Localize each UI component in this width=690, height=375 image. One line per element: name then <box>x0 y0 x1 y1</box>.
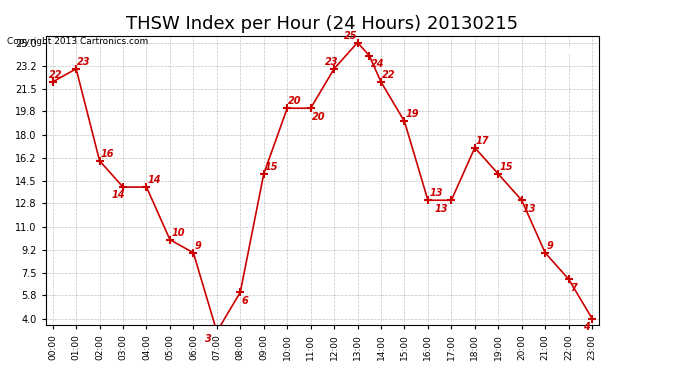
Text: 4: 4 <box>582 322 589 332</box>
Text: 13: 13 <box>429 188 442 198</box>
Text: Copyright 2013 Cartronics.com: Copyright 2013 Cartronics.com <box>7 38 148 46</box>
Text: 10: 10 <box>171 228 185 238</box>
Text: 16: 16 <box>101 149 115 159</box>
Text: 22: 22 <box>49 70 63 80</box>
Text: 20: 20 <box>312 112 325 122</box>
Text: 14: 14 <box>148 175 161 185</box>
Text: 19: 19 <box>406 110 419 119</box>
Text: 24: 24 <box>371 60 384 69</box>
Text: 9: 9 <box>546 241 553 251</box>
Text: 15: 15 <box>500 162 513 172</box>
Text: 3: 3 <box>205 334 212 344</box>
Text: THSW  (°F): THSW (°F) <box>540 46 599 56</box>
Text: 15: 15 <box>265 162 279 172</box>
Text: 22: 22 <box>382 70 395 80</box>
Text: 17: 17 <box>476 136 489 146</box>
Text: 7: 7 <box>570 283 577 293</box>
Text: 9: 9 <box>195 241 201 251</box>
Text: 14: 14 <box>111 190 125 200</box>
Text: 13: 13 <box>435 204 448 214</box>
Text: 6: 6 <box>241 296 248 306</box>
Text: 13: 13 <box>523 204 536 214</box>
Text: 23: 23 <box>77 57 91 67</box>
Text: 20: 20 <box>288 96 302 106</box>
Text: 25: 25 <box>344 31 357 40</box>
Title: THSW Index per Hour (24 Hours) 20130215: THSW Index per Hour (24 Hours) 20130215 <box>126 15 518 33</box>
Text: 23: 23 <box>325 57 338 67</box>
